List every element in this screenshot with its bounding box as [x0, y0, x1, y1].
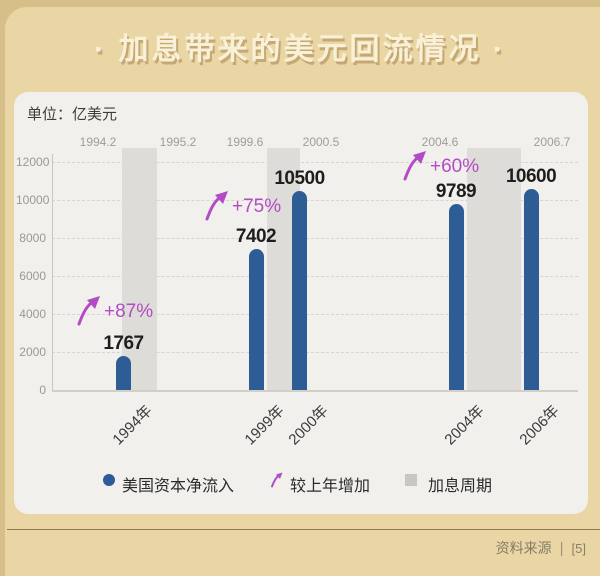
gridline [52, 314, 578, 315]
gridline [52, 162, 578, 163]
bar-value-label: 9789 [435, 181, 477, 202]
legend-band-icon [405, 474, 417, 486]
bar [248, 249, 264, 390]
y-axis-label: 0 [39, 383, 46, 397]
band-period-end-label: 2000.5 [302, 135, 340, 149]
legend-arrow-icon [270, 472, 284, 493]
gridline [52, 352, 578, 353]
y-axis-label: 6000 [19, 269, 46, 283]
source-separator: | [559, 539, 564, 557]
chart-card: 单位：亿美元 0 2000 4000 6000 8000 10000 12000 1994.2… [14, 92, 588, 514]
unit-label: 单位：亿美元 [27, 106, 118, 123]
source-ref: [5] [571, 540, 586, 556]
growth-arrow-icon [271, 472, 283, 488]
growth-annotation: +75% [204, 190, 281, 222]
bar [448, 204, 464, 390]
y-axis-label: 4000 [19, 307, 46, 321]
bar [116, 356, 131, 390]
x-axis-baseline [52, 390, 578, 392]
legend-label: 较上年增加 [290, 478, 371, 495]
y-axis-label: 2000 [19, 345, 46, 359]
legend-label: 美国资本净流入 [122, 478, 235, 495]
y-axis-label: 10000 [16, 193, 50, 207]
gridline [52, 200, 578, 201]
band-period-start-label: 2004.6 [421, 135, 459, 149]
y-axis-label: 8000 [19, 231, 46, 245]
y-axis-line [52, 154, 53, 390]
band-period-start-label: 1994.2 [79, 135, 117, 149]
footer-divider [7, 529, 600, 530]
rate-hike-band [467, 148, 521, 390]
growth-percent-label: +87% [104, 301, 154, 322]
growth-arrow-icon [77, 296, 100, 326]
band-period-end-label: 1995.2 [159, 135, 197, 149]
bar-value-label: 10600 [505, 165, 557, 187]
gridline [52, 238, 578, 239]
band-period-end-label: 2006.7 [533, 135, 571, 149]
page-title: · 加息带来的美元回流情况 · [94, 33, 506, 66]
growth-percent-label: +75% [232, 196, 282, 217]
bar [292, 190, 307, 390]
legend-label: 加息周期 [428, 478, 493, 495]
bar-value-label: 1767 [103, 333, 144, 355]
legend-dot-icon [103, 474, 115, 486]
source-note: 资料来源 | [5] [496, 538, 586, 558]
growth-percent-label: +60% [430, 156, 480, 177]
growth-annotation: +87% [76, 295, 153, 327]
source-label: 资料来源 [495, 540, 552, 556]
gridline [52, 276, 578, 277]
rate-hike-band [122, 148, 157, 390]
band-period-start-label: 1999.6 [226, 135, 264, 149]
bar-value-label: 7402 [235, 226, 277, 248]
y-axis-label: 12000 [16, 155, 50, 169]
bar-value-label: 10500 [274, 167, 325, 189]
bar [523, 188, 539, 390]
growth-annotation: +60% [402, 150, 479, 182]
growth-arrow-icon [403, 151, 426, 181]
growth-arrow-icon [205, 191, 228, 221]
